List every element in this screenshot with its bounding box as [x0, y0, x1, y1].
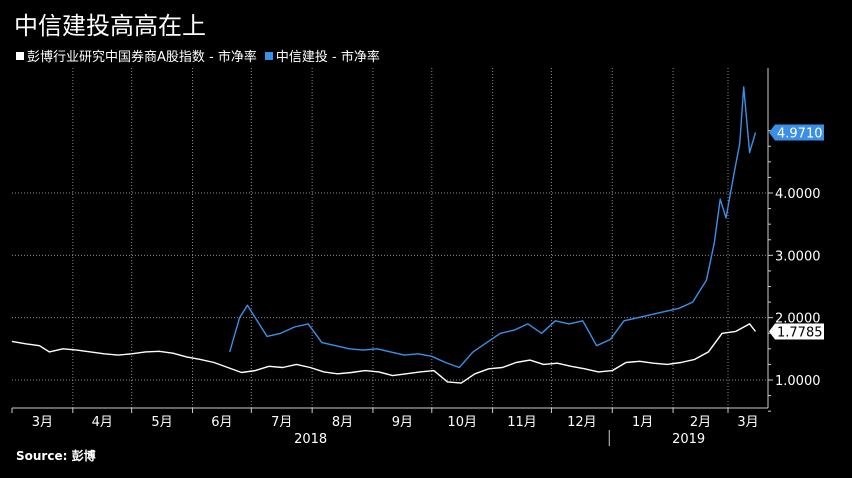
x-tick-label: 7月: [271, 415, 292, 430]
legend-swatch-citic: [264, 51, 273, 60]
series-line-index: [11, 323, 757, 384]
x-tick-label: 8月: [332, 415, 353, 430]
legend-item-index: 彭博行业研究中国券商A股指数 - 市净率: [16, 46, 257, 65]
x-tick-label: 5月: [151, 415, 172, 430]
x-tick-label: 4月: [92, 415, 113, 430]
x-tick-label: 1月: [632, 415, 653, 430]
y-tick-label: 4.0000: [775, 187, 821, 202]
chart-title: 中信建投高高在上: [14, 12, 206, 40]
legend-label-index: 彭博行业研究中国券商A股指数 - 市净率: [27, 50, 257, 65]
x-tick-label: 12月: [567, 415, 597, 430]
last-value-label: 4.9710: [777, 126, 823, 141]
x-tick-label: 6月: [211, 415, 232, 430]
x-tick-label: 11月: [507, 415, 537, 430]
x-tick-label: 2月: [690, 415, 711, 430]
last-value-callout: [769, 323, 824, 340]
y-tick-label: 2.0000: [775, 312, 821, 327]
x-tick-label: 9月: [392, 415, 413, 430]
source-note: Source: 彭博: [16, 449, 96, 463]
x-tick-label: 3月: [32, 415, 53, 430]
legend: 彭博行业研究中国券商A股指数 - 市净率 中信建投 - 市净率: [16, 46, 388, 65]
legend-item-citic: 中信建投 - 市净率: [264, 46, 380, 65]
x-tick-label: 3月: [737, 415, 758, 430]
legend-label-citic: 中信建投 - 市净率: [275, 50, 380, 65]
x-tick-label: 10月: [447, 415, 477, 430]
last-value-label: 1.7785: [777, 325, 823, 340]
series-line-citic: [229, 86, 757, 369]
y-tick-label: 3.0000: [775, 249, 821, 264]
year-label: 2018: [294, 432, 327, 447]
legend-swatch-index: [16, 51, 24, 60]
year-label: 2019: [672, 432, 705, 447]
y-tick-label: 1.0000: [775, 374, 821, 389]
last-value-callout: [769, 124, 824, 141]
